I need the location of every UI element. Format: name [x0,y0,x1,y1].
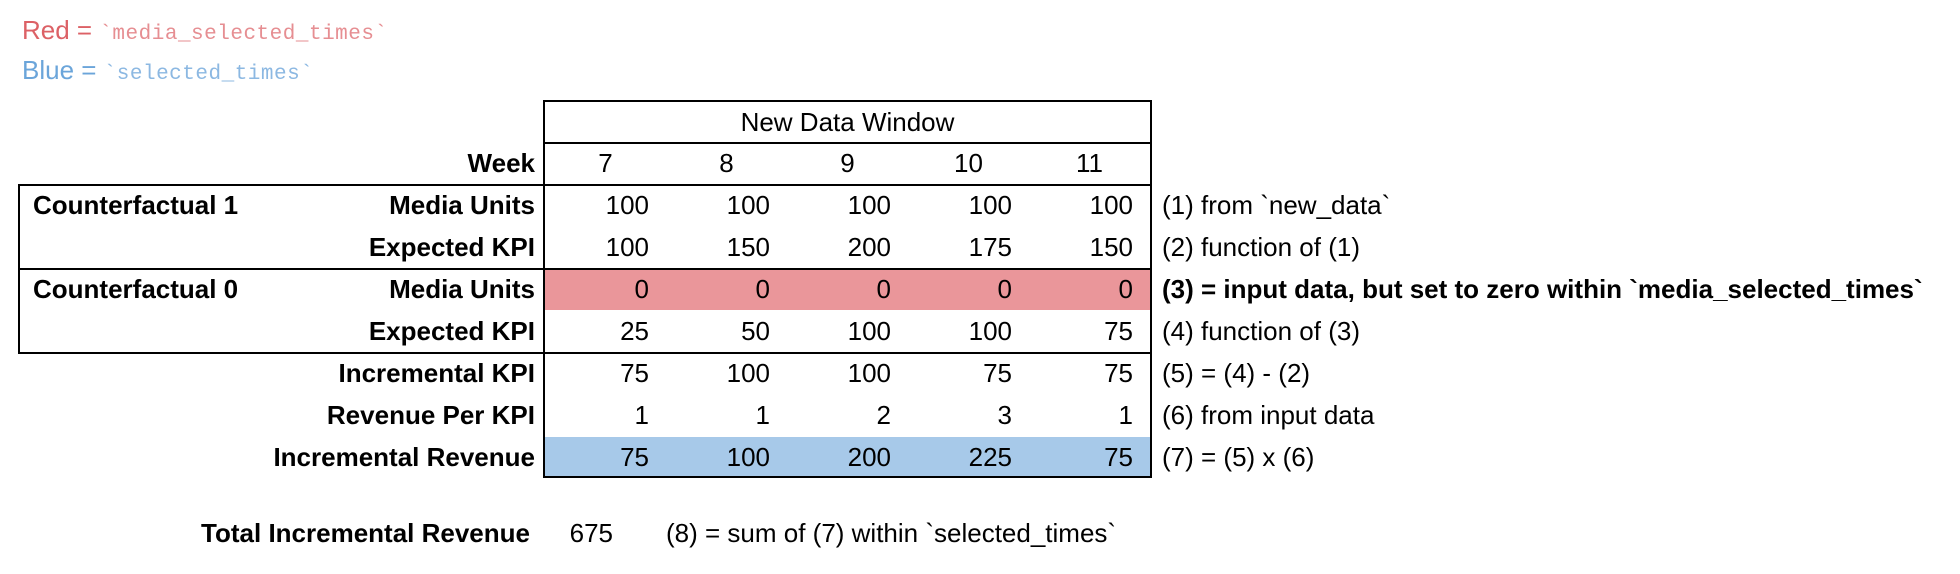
value-cell: 150 [1089,232,1133,262]
legend-red-label: Red = [22,15,100,45]
table-row: Expected KPI 100 150 200 175 150 (2) function … [0,226,1960,268]
value-cell: 175 [968,232,1012,262]
legend-blue-label: Blue = [22,55,104,85]
media-selected-times-highlight [545,270,1150,310]
value-cell: 1 [634,400,649,430]
week-cell: 11 [1076,148,1103,178]
week-row-label: Week [467,148,535,178]
legend-red-code: `media_selected_times` [99,23,388,46]
legend-blue-code: `selected_times` [103,63,314,86]
total-note: (8) = sum of (7) within `selected_times` [666,518,1117,548]
table-line-counterfactual-divider [543,268,1152,270]
row-label: Incremental KPI [338,358,535,388]
table-row: Counterfactual 1 Media Units 100 100 100 100 1… [0,184,1960,226]
week-cell: 7 [598,148,613,178]
week-row: Week 7 8 9 10 11 [0,142,1960,184]
value-cell: 100 [968,316,1012,346]
table-row: Expected KPI 25 50 100 100 75 (4) function of … [0,310,1960,352]
legend-blue-line: Blue = `selected_times` [22,50,388,90]
row-annotation: (3) = input data, but set to zero within… [1162,274,1923,304]
value-cell: 100 [726,190,770,220]
value-cells: 0 0 0 0 0 [545,268,1150,310]
row-label: Media Units [389,274,535,304]
value-cell: 0 [1118,274,1133,304]
value-cell: 100 [968,190,1012,220]
value-cell: 100 [847,358,891,388]
value-cell: 100 [847,316,891,346]
value-cell: 25 [620,316,649,346]
table-row: Counterfactual 0 Media Units 0 0 0 0 0 (3) = in… [0,268,1960,310]
table-row: Incremental KPI 75 100 100 75 75 (5) = (4) - (… [0,352,1960,394]
value-cell: 100 [605,232,649,262]
table-row: Incremental Revenue 75 100 200 225 75 (7) = (5… [0,436,1960,478]
value-cell: 75 [1104,442,1133,472]
new-data-window-header: New Data Window [740,107,955,137]
row-annotation: (5) = (4) - (2) [1162,358,1311,388]
value-cell: 200 [847,232,891,262]
row-annotation: (2) function of (1) [1162,232,1360,262]
legend-red-line: Red = `media_selected_times` [22,10,388,50]
group-label: Counterfactual 0 [33,274,239,304]
row-label: Revenue Per KPI [326,400,535,430]
row-annotation: (7) = (5) x (6) [1162,442,1315,472]
row-annotation: (1) from `new_data` [1162,190,1391,220]
total-value: 675 [569,518,613,548]
value-cells: 100 100 100 100 100 [545,184,1150,226]
table-line-below-header [543,142,1152,144]
week-cells: 7 8 9 10 11 [545,142,1150,184]
value-cell: 2 [876,400,891,430]
week-cell: 9 [840,148,855,178]
value-cell: 0 [997,274,1012,304]
value-cells: 1 1 2 3 1 [545,394,1150,436]
table-line-below-counterfactual0 [543,352,1152,354]
value-cell: 3 [997,400,1012,430]
row-label: Incremental Revenue [273,442,535,472]
table-line-below-week [543,184,1152,186]
value-cells: 25 50 100 100 75 [545,310,1150,352]
total-label: Total Incremental Revenue [201,518,530,548]
group-label: Counterfactual 1 [33,190,239,220]
row-label: Expected KPI [368,232,535,262]
table-row: Revenue Per KPI 1 1 2 3 1 (6) from input data [0,394,1960,436]
row-label: Media Units [389,190,535,220]
value-cell: 75 [983,358,1012,388]
legend: Red = `media_selected_times` Blue = `sel… [22,10,388,90]
total-row: Total Incremental Revenue 675 (8) = sum … [0,512,1960,554]
value-cell: 0 [755,274,770,304]
counterfactual-groups-divider [18,268,545,270]
row-annotation: (6) from input data [1162,400,1375,430]
value-cell: 150 [726,232,770,262]
selected-times-highlight [545,437,1150,476]
value-cell: 1 [755,400,770,430]
value-cell: 100 [726,358,770,388]
value-cell: 0 [634,274,649,304]
value-cell: 100 [605,190,649,220]
value-cell: 75 [620,442,649,472]
value-cell: 75 [1104,316,1133,346]
value-cell: 100 [1089,190,1133,220]
value-cell: 200 [847,442,891,472]
value-cell: 100 [847,190,891,220]
value-cell: 0 [876,274,891,304]
row-label: Expected KPI [368,316,535,346]
value-cell: 75 [1104,358,1133,388]
row-annotation: (4) function of (3) [1162,316,1360,346]
value-cells: 100 150 200 175 150 [545,226,1150,268]
week-cell: 8 [719,148,734,178]
value-cell: 225 [968,442,1012,472]
value-cells: 75 100 200 225 75 [545,436,1150,478]
week-cell: 10 [954,148,983,178]
value-cells: 75 100 100 75 75 [545,352,1150,394]
value-cell: 75 [620,358,649,388]
value-cell: 1 [1118,400,1133,430]
value-cell: 50 [741,316,770,346]
value-cell: 100 [726,442,770,472]
